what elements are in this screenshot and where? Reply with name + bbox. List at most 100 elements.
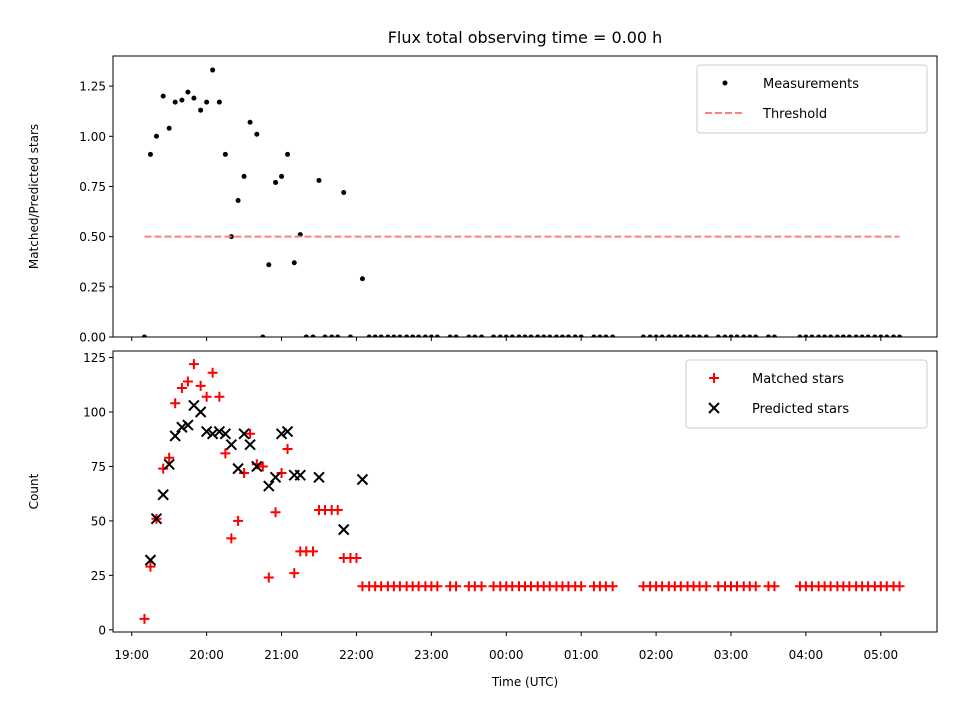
measurement-point — [547, 334, 553, 337]
matched-star-point — [282, 444, 293, 455]
matched-star-point — [158, 463, 169, 474]
measurement-point — [385, 334, 391, 337]
measurement-point — [535, 334, 541, 337]
legend-label: Predicted stars — [752, 402, 849, 417]
matched-star-point — [270, 507, 281, 518]
measurement-point — [397, 334, 403, 337]
measurement-point — [678, 334, 684, 337]
matched-star-point — [351, 552, 362, 563]
predicted-star-point — [313, 471, 325, 484]
plot-frame — [112, 55, 938, 338]
measurement-point — [809, 334, 815, 337]
measurement-point — [335, 334, 341, 337]
predicted-star-point — [251, 460, 263, 473]
predicted-star-point — [225, 438, 238, 451]
measurement-point — [273, 179, 279, 185]
measurement-point — [466, 334, 472, 337]
y-tick-label: 125 — [83, 351, 106, 365]
y-tick-label: 25 — [91, 569, 106, 583]
measurement-point — [691, 334, 697, 337]
measurement-point — [771, 334, 777, 337]
predicted-star-point — [338, 523, 350, 536]
measurement-point — [322, 334, 328, 337]
measurement-point — [191, 95, 197, 101]
matched-star-point — [214, 391, 225, 402]
measurement-point — [285, 151, 291, 157]
measurement-point — [447, 334, 453, 337]
matched-star-point — [750, 581, 761, 592]
measurement-point — [666, 334, 672, 337]
x-tick-label: 21:00 — [264, 648, 299, 662]
predicted-star-point — [194, 406, 207, 418]
measurement-point — [685, 334, 691, 337]
measurement-point — [279, 173, 285, 179]
matched-star-point — [432, 581, 443, 592]
measurement-point — [672, 334, 678, 337]
y-tick-label: 1.25 — [79, 80, 106, 94]
measurement-point — [410, 334, 416, 337]
matched-star-point — [207, 367, 218, 378]
predicted-star-point — [356, 473, 369, 486]
plot-data — [139, 359, 905, 624]
measurement-point — [479, 334, 485, 337]
matched-star-point — [164, 452, 175, 463]
measurement-point — [697, 334, 703, 337]
matched-star-point — [245, 428, 256, 439]
measurement-point — [428, 334, 434, 337]
measurement-point — [372, 334, 378, 337]
y-tick-label: 1.00 — [79, 130, 106, 144]
measurement-point — [391, 334, 397, 337]
predicted-star-point — [144, 554, 157, 566]
measurement-point — [878, 334, 884, 337]
y-tick-label: 75 — [91, 460, 106, 474]
predicted-star-point — [238, 428, 250, 440]
measurement-point — [179, 97, 185, 103]
measurement-point — [653, 334, 659, 337]
measurement-point — [610, 334, 616, 337]
matched-star-point — [220, 448, 231, 459]
measurement-point — [503, 334, 509, 337]
measurement-point — [266, 262, 272, 268]
measurement-point — [872, 334, 878, 337]
measurement-point — [741, 334, 747, 337]
measurement-point — [434, 334, 440, 337]
measurement-point — [453, 334, 459, 337]
measurement-point — [747, 334, 753, 337]
legend: Matched stars Predicted stars — [685, 359, 928, 429]
measurement-point — [198, 107, 204, 113]
plot-data — [141, 67, 903, 337]
figure-title: Flux total observing time = 0.00 h — [388, 28, 663, 47]
measurement-point — [728, 334, 734, 337]
x-axis-label: Time (UTC) — [491, 675, 558, 689]
measurement-point — [160, 93, 166, 99]
matched-star-point — [894, 581, 905, 592]
measurement-point — [366, 334, 372, 337]
measurement-point — [291, 260, 297, 266]
bottom-panel: 0 25 50 75 100 125 19:00 20:00 21:00 22:00 23:00 00… — [27, 350, 938, 689]
measurement-point — [865, 334, 871, 337]
measurement-point — [884, 334, 890, 337]
measurement-point — [797, 334, 803, 337]
matched-star-point — [195, 380, 206, 391]
x-tick-label: 01:00 — [564, 648, 599, 662]
measurement-point — [172, 99, 178, 105]
matched-star-point — [607, 581, 618, 592]
measurement-point — [853, 334, 859, 337]
legend-label: Matched stars — [752, 372, 844, 387]
y-tick-label: 100 — [83, 405, 106, 419]
measurement-point — [840, 334, 846, 337]
measurement-point — [347, 334, 353, 337]
y-tick-label: 50 — [91, 514, 106, 528]
predicted-star-point — [263, 480, 275, 492]
measurement-point — [647, 334, 653, 337]
measurement-point — [846, 334, 852, 337]
matched-star-point — [476, 581, 487, 592]
legend-frame — [696, 64, 928, 134]
matched-star-point — [709, 373, 719, 383]
x-tick-label: 02:00 — [639, 648, 674, 662]
predicted-star-point — [232, 462, 244, 475]
measurement-point — [316, 177, 322, 183]
matched-star-point — [263, 572, 274, 583]
measurement-point — [703, 334, 709, 337]
